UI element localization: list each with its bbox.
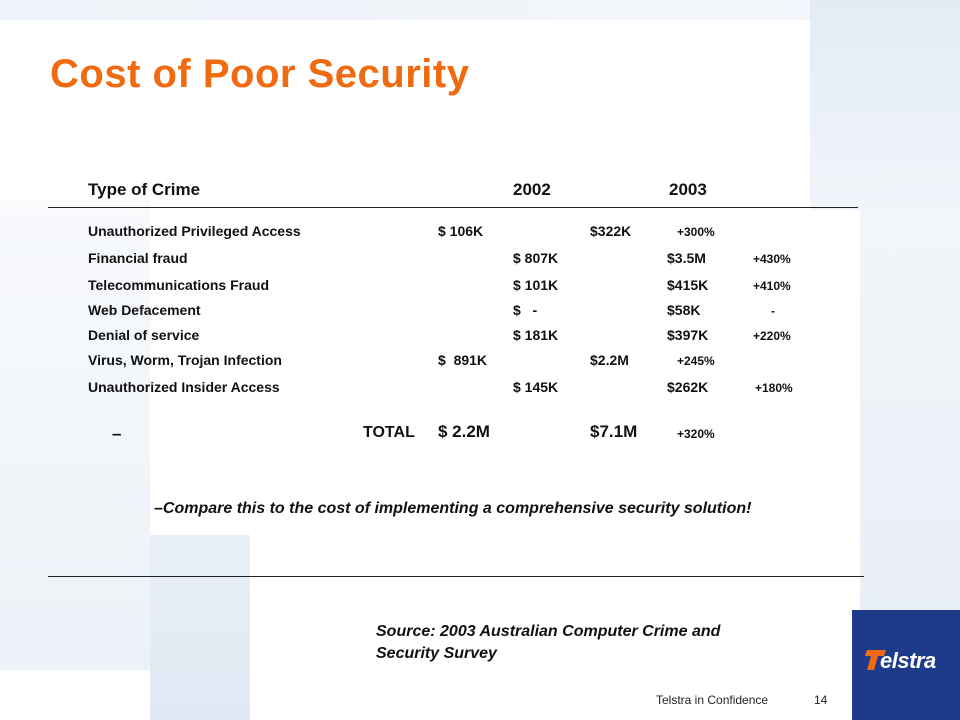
- value-2003-cell: $58K: [667, 302, 701, 318]
- change-cell: +300%: [677, 225, 715, 239]
- value-2003-cell: $322K: [590, 223, 632, 239]
- background-band-right: [860, 210, 960, 610]
- value-2002-cell: $ 891K: [438, 352, 488, 368]
- value-2002-cell: $ 106K: [438, 223, 484, 239]
- value-2002-cell: $ -: [513, 302, 538, 318]
- crime-cell: Web Defacement: [88, 302, 201, 318]
- background-block-left: [0, 200, 150, 670]
- change-cell: +220%: [753, 329, 791, 343]
- footer-confidentiality: Telstra in Confidence: [656, 693, 769, 707]
- value-2002-cell: $ 807K: [513, 250, 559, 266]
- crime-cell: Unauthorized Insider Access: [88, 379, 280, 395]
- value-2003-cell: $3.5M: [667, 250, 706, 266]
- header-type-of-crime: Type of Crime: [88, 180, 201, 199]
- table-row: Financial fraud $ 807K $3.5M +430%: [0, 250, 960, 270]
- telstra-logo: elstra: [852, 610, 960, 720]
- comparison-note: –Compare this to the cost of implementin…: [154, 500, 752, 517]
- total-value-2003: $7.1M: [590, 422, 638, 441]
- value-2002-cell: $ 101K: [513, 277, 559, 293]
- crime-cell: Denial of service: [88, 327, 200, 343]
- table-row: Virus, Worm, Trojan Infection $ 891K $2.…: [0, 352, 960, 372]
- header-2002: 2002: [513, 180, 551, 199]
- header-2003: 2003: [669, 180, 707, 199]
- change-cell: +180%: [755, 381, 793, 395]
- table-row: Unauthorized Privileged Access $ 106K $3…: [0, 223, 960, 243]
- total-label: TOTAL: [363, 424, 415, 441]
- value-2002-cell: $ 145K: [513, 379, 559, 395]
- background-block-bottom: [150, 535, 250, 720]
- crime-cell: Financial fraud: [88, 250, 188, 266]
- value-2002-cell: $ 181K: [513, 327, 559, 343]
- telstra-t-icon: [865, 650, 886, 670]
- source-line-1: Source: 2003 Australian Computer Crime a…: [376, 623, 721, 640]
- page-number: 14: [814, 693, 828, 707]
- source-citation: Source: 2003 Australian Computer Crime a…: [376, 621, 806, 665]
- crime-cell: Unauthorized Privileged Access: [88, 223, 301, 239]
- header-divider: [48, 207, 858, 208]
- change-cell: -: [771, 304, 775, 318]
- value-2003-cell: $2.2M: [590, 352, 629, 368]
- background-band-top: [0, 0, 960, 20]
- value-2003-cell: $262K: [667, 379, 709, 395]
- source-line-2: Security Survey: [376, 645, 497, 662]
- value-2003-cell: $397K: [667, 327, 709, 343]
- bottom-divider: [48, 576, 864, 577]
- slide-title: Cost of Poor Security: [50, 52, 470, 96]
- crime-cell: Virus, Worm, Trojan Infection: [88, 352, 282, 368]
- logo-wordmark: elstra: [880, 648, 936, 673]
- change-cell: +410%: [753, 279, 791, 293]
- total-value-2002: $ 2.2M: [438, 422, 490, 441]
- value-2003-cell: $415K: [667, 277, 709, 293]
- total-change: +320%: [677, 427, 715, 441]
- total-dash: –: [112, 424, 122, 443]
- table-row: Unauthorized Insider Access $ 145K $262K…: [0, 379, 960, 399]
- background-block-top-right: [810, 0, 960, 210]
- crime-cell: Telecommunications Fraud: [88, 277, 269, 293]
- change-cell: +430%: [753, 252, 791, 266]
- change-cell: +245%: [677, 354, 715, 368]
- table-row: Denial of service $ 181K $397K +220%: [0, 327, 960, 347]
- table-row: Web Defacement $ - $58K -: [0, 302, 960, 322]
- table-row: Telecommunications Fraud $ 101K $415K +4…: [0, 277, 960, 297]
